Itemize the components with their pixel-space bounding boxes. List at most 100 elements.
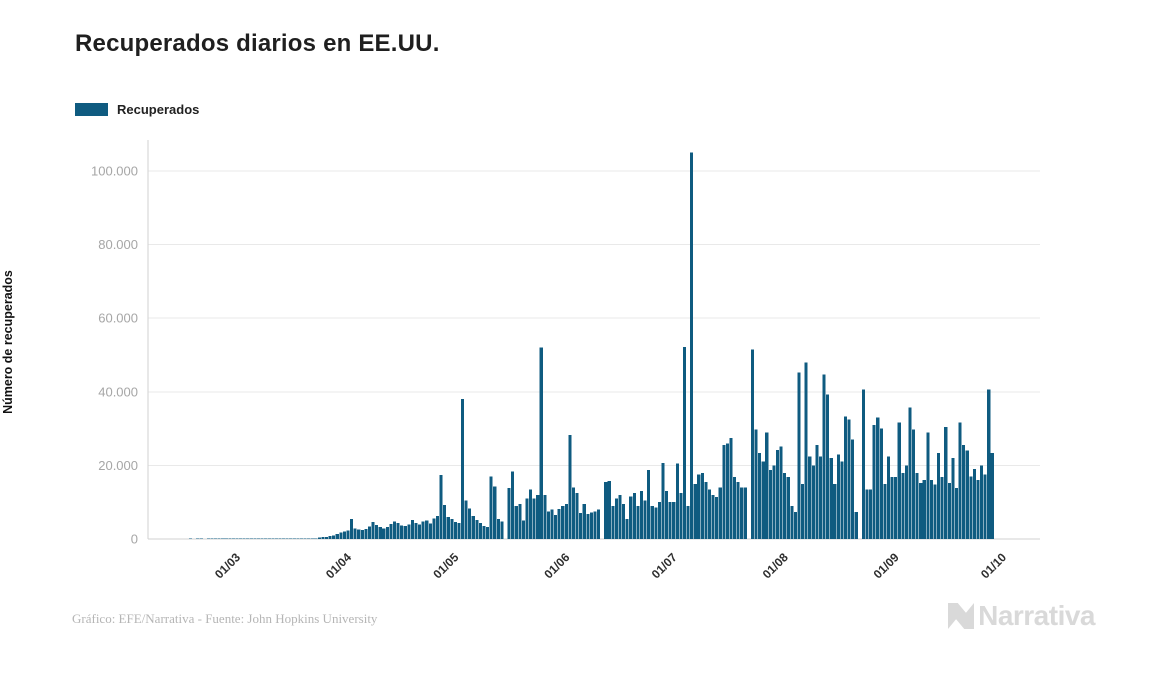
bar bbox=[482, 525, 486, 539]
bar bbox=[478, 522, 482, 539]
bar bbox=[260, 538, 264, 539]
bar bbox=[378, 527, 382, 539]
bar bbox=[647, 469, 651, 539]
y-tick-label: 60.000 bbox=[98, 311, 138, 326]
bar bbox=[711, 494, 715, 539]
bar bbox=[958, 422, 962, 539]
bar bbox=[854, 511, 858, 539]
bar bbox=[758, 452, 762, 539]
bar bbox=[797, 372, 801, 539]
bar bbox=[765, 432, 769, 539]
bar bbox=[256, 538, 261, 539]
bar bbox=[310, 538, 314, 539]
bar bbox=[790, 505, 794, 539]
bar bbox=[464, 500, 468, 539]
bar bbox=[543, 494, 547, 539]
bar bbox=[922, 480, 926, 539]
bar bbox=[657, 502, 661, 539]
bar bbox=[811, 465, 815, 539]
bar bbox=[493, 486, 497, 539]
bar bbox=[937, 452, 941, 539]
bar bbox=[908, 407, 912, 539]
x-tick-label: 01/08 bbox=[760, 550, 791, 581]
x-tick-label: 01/05 bbox=[430, 550, 461, 581]
bar bbox=[929, 480, 933, 539]
bar bbox=[425, 520, 429, 539]
bar bbox=[214, 538, 218, 539]
bar bbox=[618, 494, 622, 539]
bar bbox=[471, 516, 475, 539]
bar bbox=[367, 526, 372, 539]
bar bbox=[307, 538, 311, 539]
bar bbox=[496, 518, 500, 539]
bar bbox=[432, 518, 436, 539]
bar bbox=[389, 523, 393, 539]
bar bbox=[360, 530, 364, 539]
y-axis-title: Número de recuperados bbox=[1, 270, 15, 414]
bar bbox=[783, 472, 787, 539]
bar bbox=[274, 538, 278, 539]
bar bbox=[460, 399, 465, 539]
bar bbox=[546, 511, 550, 539]
bar bbox=[514, 505, 518, 539]
bar bbox=[886, 456, 891, 539]
bar bbox=[525, 498, 529, 539]
bar bbox=[987, 389, 991, 539]
bar bbox=[804, 362, 808, 539]
bar bbox=[289, 538, 293, 539]
bar bbox=[879, 428, 883, 539]
bar bbox=[239, 538, 243, 539]
bar bbox=[740, 487, 744, 539]
bar bbox=[690, 152, 694, 539]
bar bbox=[450, 518, 454, 539]
bar bbox=[321, 536, 325, 539]
bar bbox=[371, 522, 375, 539]
bar bbox=[682, 346, 687, 539]
bar bbox=[418, 524, 422, 539]
bar bbox=[833, 483, 837, 539]
bar bbox=[196, 538, 200, 539]
bar bbox=[511, 471, 515, 539]
bar bbox=[317, 537, 321, 539]
y-tick-label: 0 bbox=[131, 532, 138, 547]
bar bbox=[919, 483, 923, 539]
y-tick-label: 40.000 bbox=[98, 384, 138, 399]
bar bbox=[346, 530, 350, 539]
bar bbox=[228, 538, 232, 539]
bar bbox=[561, 505, 565, 539]
legend-item-recuperados[interactable]: Recuperados bbox=[75, 102, 199, 117]
legend-swatch bbox=[75, 103, 108, 116]
x-tick-label: 01/10 bbox=[978, 550, 1009, 581]
bar bbox=[353, 528, 357, 539]
bar bbox=[604, 481, 608, 539]
bar bbox=[822, 374, 826, 539]
bar bbox=[890, 476, 894, 539]
bar bbox=[421, 521, 425, 539]
bar bbox=[775, 449, 780, 539]
bar bbox=[435, 516, 440, 539]
bar bbox=[883, 483, 887, 539]
bar bbox=[396, 523, 400, 539]
bar bbox=[661, 462, 665, 539]
bar bbox=[579, 513, 583, 539]
bar bbox=[715, 497, 719, 539]
bar bbox=[614, 498, 618, 539]
bar bbox=[235, 538, 239, 539]
bar bbox=[733, 476, 737, 539]
bar bbox=[339, 532, 343, 539]
bar bbox=[328, 536, 332, 539]
bar bbox=[962, 444, 966, 539]
bar bbox=[539, 347, 543, 539]
bar bbox=[625, 518, 629, 539]
bar bbox=[554, 515, 558, 539]
bar bbox=[400, 525, 404, 539]
bar bbox=[944, 426, 948, 539]
bar bbox=[843, 416, 848, 539]
bar bbox=[188, 538, 193, 539]
bar bbox=[242, 538, 246, 539]
bar bbox=[410, 519, 414, 539]
bar bbox=[743, 487, 747, 539]
bar bbox=[815, 444, 819, 539]
bar bbox=[793, 511, 797, 539]
